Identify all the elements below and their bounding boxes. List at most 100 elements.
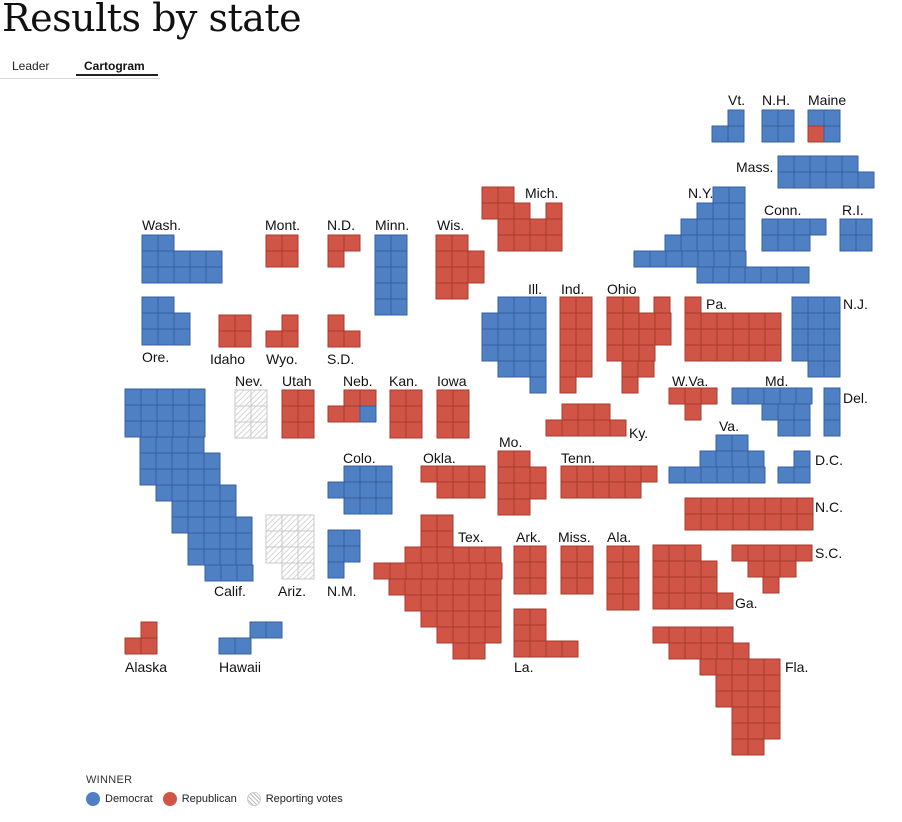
state-tile-mich[interactable]	[529, 218, 547, 236]
state-tile-n-y[interactable]	[760, 266, 778, 284]
state-tile-ind[interactable]	[575, 344, 593, 362]
state-tile-conn[interactable]	[761, 234, 779, 252]
state-tile-pa[interactable]	[764, 328, 782, 346]
state-tile-calif[interactable]	[124, 404, 142, 422]
state-tile-maine[interactable]	[823, 125, 841, 143]
state-tile-tex[interactable]	[436, 594, 454, 612]
state-tile-n-j[interactable]	[791, 296, 809, 314]
state-tile-mich[interactable]	[529, 234, 547, 252]
state-tile-ohio[interactable]	[606, 296, 624, 314]
state-tile-tex[interactable]	[453, 562, 471, 580]
state-tile-fla[interactable]	[763, 690, 781, 708]
state-tile-fla[interactable]	[731, 722, 749, 740]
state-tile-fla[interactable]	[715, 690, 733, 708]
state-tile-conn[interactable]	[793, 234, 811, 252]
state-tile-ohio[interactable]	[637, 360, 655, 378]
state-tile-ore[interactable]	[157, 328, 175, 346]
state-tile-n-j[interactable]	[807, 296, 825, 314]
state-tile-wash[interactable]	[141, 234, 159, 252]
state-tile-mass[interactable]	[825, 171, 843, 189]
state-tile-minn[interactable]	[374, 234, 392, 252]
state-tile-n-c[interactable]	[780, 513, 798, 531]
state-tile-tex[interactable]	[485, 562, 503, 580]
state-tile-ark[interactable]	[529, 577, 547, 595]
state-tile-ky[interactable]	[593, 419, 611, 437]
state-tile-n-c[interactable]	[796, 497, 814, 515]
state-tile-wash[interactable]	[205, 266, 223, 284]
state-tile-tex[interactable]	[468, 578, 486, 596]
state-tile-minn[interactable]	[390, 282, 408, 300]
state-tile-wyo[interactable]	[265, 330, 283, 348]
state-tile-n-c[interactable]	[748, 513, 766, 531]
state-tile-mass[interactable]	[825, 155, 843, 173]
state-tile-iowa[interactable]	[452, 389, 470, 407]
state-tile-ga[interactable]	[684, 592, 702, 610]
state-tile-n-c[interactable]	[716, 513, 734, 531]
state-tile-ohio[interactable]	[653, 296, 671, 314]
state-tile-conn[interactable]	[777, 234, 795, 252]
state-tile-pa[interactable]	[700, 328, 718, 346]
state-tile-w-va[interactable]	[700, 387, 718, 405]
state-tile-ga[interactable]	[668, 576, 686, 594]
state-tile-ind[interactable]	[575, 296, 593, 314]
state-tile-iowa[interactable]	[436, 389, 454, 407]
state-tile-ark[interactable]	[513, 545, 531, 563]
state-tile-fla[interactable]	[699, 658, 717, 676]
state-tile-del[interactable]	[823, 403, 841, 421]
state-tile-wash[interactable]	[141, 266, 159, 284]
state-tile-n-j[interactable]	[791, 344, 809, 362]
state-tile-calif[interactable]	[140, 388, 158, 406]
state-tile-calif[interactable]	[219, 484, 237, 502]
state-tile-miss[interactable]	[576, 577, 594, 595]
state-tile-colo[interactable]	[343, 481, 361, 499]
state-tile-ga[interactable]	[716, 592, 734, 610]
state-tile-n-y[interactable]	[696, 202, 714, 220]
state-tile-colo[interactable]	[359, 481, 377, 499]
state-tile-ga[interactable]	[652, 592, 670, 610]
state-tile-iowa[interactable]	[452, 405, 470, 423]
state-tile-ind[interactable]	[559, 344, 577, 362]
state-tile-mo[interactable]	[497, 466, 515, 484]
state-tile-mass[interactable]	[793, 155, 811, 173]
state-tile-md[interactable]	[779, 387, 797, 405]
state-tile-s-d[interactable]	[327, 314, 345, 332]
state-tile-utah[interactable]	[281, 405, 299, 423]
state-tile-ill[interactable]	[481, 344, 499, 362]
state-tile-w-va[interactable]	[684, 387, 702, 405]
state-tile-maine[interactable]	[807, 109, 825, 127]
state-tile-pa[interactable]	[748, 344, 766, 362]
state-tile-alaska[interactable]	[140, 637, 158, 655]
state-tile-ohio[interactable]	[606, 312, 624, 330]
state-tile-n-d[interactable]	[327, 250, 345, 268]
state-tile-ohio[interactable]	[622, 296, 640, 314]
state-tile-hawaii[interactable]	[234, 637, 252, 655]
state-tile-tenn[interactable]	[560, 481, 578, 499]
state-tile-tex[interactable]	[452, 642, 470, 660]
state-tile-ky[interactable]	[577, 419, 595, 437]
state-tile-vt[interactable]	[727, 109, 745, 127]
state-tile-n-d[interactable]	[343, 234, 361, 252]
state-tile-s-c[interactable]	[762, 576, 780, 594]
state-tile-neb[interactable]	[343, 389, 361, 407]
state-tile-fla[interactable]	[731, 674, 749, 692]
state-tile-calif[interactable]	[171, 452, 189, 470]
state-tile-n-y[interactable]	[792, 266, 810, 284]
state-tile-tex[interactable]	[420, 514, 438, 532]
state-tile-calif[interactable]	[235, 532, 253, 550]
state-tile-s-c[interactable]	[763, 560, 781, 578]
state-tile-alaska[interactable]	[124, 637, 142, 655]
state-tile-mass[interactable]	[841, 171, 859, 189]
state-tile-fla[interactable]	[747, 706, 765, 724]
state-tile-n-c[interactable]	[684, 497, 702, 515]
state-tile-wash[interactable]	[157, 250, 175, 268]
state-tile-okla[interactable]	[436, 465, 454, 483]
state-tile-tex[interactable]	[420, 546, 438, 564]
state-tile-tex[interactable]	[452, 578, 470, 596]
state-tile-n-y[interactable]	[696, 266, 714, 284]
state-tile-tex[interactable]	[436, 578, 454, 596]
state-tile-minn[interactable]	[374, 250, 392, 268]
state-tile-alaska[interactable]	[140, 621, 158, 639]
state-tile-tex[interactable]	[436, 530, 454, 548]
state-tile-mont[interactable]	[281, 234, 299, 252]
state-tile-mich[interactable]	[497, 234, 515, 252]
